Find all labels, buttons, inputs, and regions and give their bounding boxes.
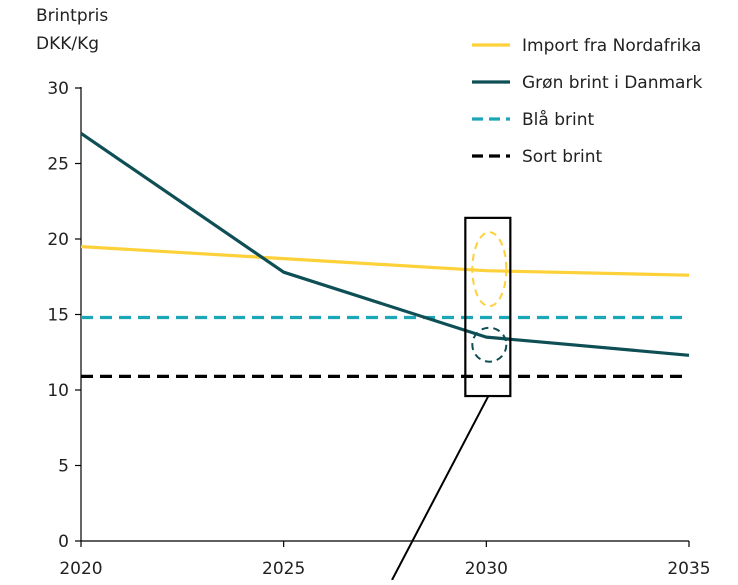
y-tick-label: 30 <box>47 79 69 99</box>
legend-label: Sort brint <box>522 147 603 167</box>
highlight-box-2030 <box>464 216 512 398</box>
y-tick-label: 5 <box>58 457 69 477</box>
callout-pointer-line <box>391 395 490 581</box>
legend-label: Import fra Nordafrika <box>522 36 701 56</box>
highlight-ellipse <box>471 231 508 308</box>
highlight-ellipse <box>471 326 508 363</box>
legend-label: Grøn brint i Danmark <box>522 73 702 93</box>
x-tick-label: 2020 <box>59 559 102 579</box>
series-line-gr-n-brint-i-danmark <box>80 131 690 357</box>
y-axis-label-line-2: DKK/Kg <box>36 34 100 54</box>
x-tick-label: 2030 <box>465 559 508 579</box>
x-tick-label: 2035 <box>667 559 710 579</box>
y-tick-label: 25 <box>47 155 69 175</box>
y-tick-label: 15 <box>47 306 69 326</box>
series-line-import-fra-nordafrika <box>80 245 690 277</box>
y-axis-label-line-1: Brintpris <box>36 6 109 26</box>
x-tick-label: 2025 <box>262 559 305 579</box>
y-tick-label: 0 <box>58 532 69 552</box>
legend-label: Blå brint <box>522 109 594 130</box>
y-tick-label: 20 <box>47 230 69 250</box>
y-tick-label: 10 <box>47 381 69 401</box>
